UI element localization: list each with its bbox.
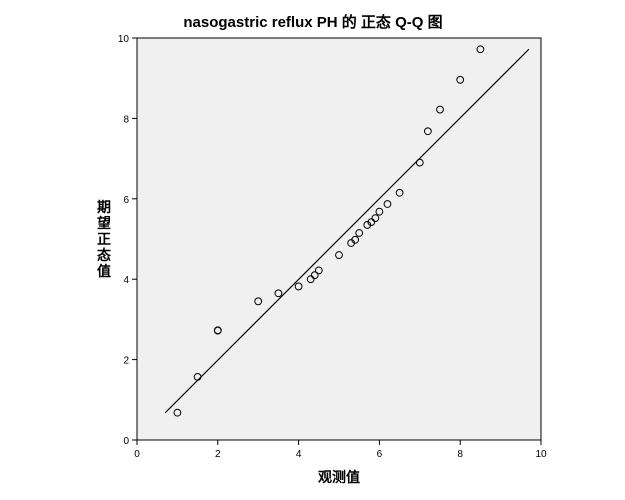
data-point [363, 221, 372, 229]
data-point [436, 105, 444, 114]
y-tick-label: 0 [123, 436, 129, 447]
data-point [173, 408, 182, 417]
data-point [375, 207, 384, 216]
data-point [351, 235, 360, 244]
data-point [213, 326, 222, 335]
data-point [415, 158, 424, 167]
data-point [367, 218, 376, 227]
x-tick-label: 6 [377, 449, 383, 460]
data-point [476, 45, 485, 54]
data-point [371, 214, 380, 222]
data-point [383, 200, 392, 208]
data-point [193, 372, 202, 381]
data-point [314, 266, 323, 275]
x-tick-label: 0 [134, 449, 140, 460]
data-point [294, 282, 303, 291]
x-tick-label: 10 [535, 449, 547, 460]
axis-ticks: 0 2 4 6 8 10 0 2 4 6 8 10 [118, 34, 547, 460]
data-points [173, 45, 485, 417]
x-axis-label: 观测值 [318, 469, 360, 486]
data-point [355, 229, 364, 237]
data-point [456, 75, 465, 84]
y-tick-label: 4 [123, 275, 129, 286]
reference-line [164, 48, 530, 414]
y-tick-label: 6 [123, 195, 129, 206]
data-point [274, 289, 283, 298]
x-tick-label: 2 [215, 449, 221, 460]
chart-title: nasogastric reflux PH 的 正态 Q-Q 图 [183, 13, 442, 31]
y-tick-label: 8 [123, 114, 129, 125]
y-tick-label: 10 [118, 34, 130, 45]
x-tick-label: 4 [296, 449, 302, 460]
data-point [254, 297, 263, 306]
data-point [423, 127, 432, 136]
data-point [395, 188, 404, 197]
y-axis-label: 期望正态值 [97, 200, 111, 280]
x-tick-label: 8 [457, 449, 463, 460]
reference-line-group [164, 48, 530, 414]
data-point [310, 271, 319, 280]
data-point [335, 251, 343, 259]
data-point [306, 275, 315, 284]
y-tick-label: 2 [123, 356, 129, 367]
